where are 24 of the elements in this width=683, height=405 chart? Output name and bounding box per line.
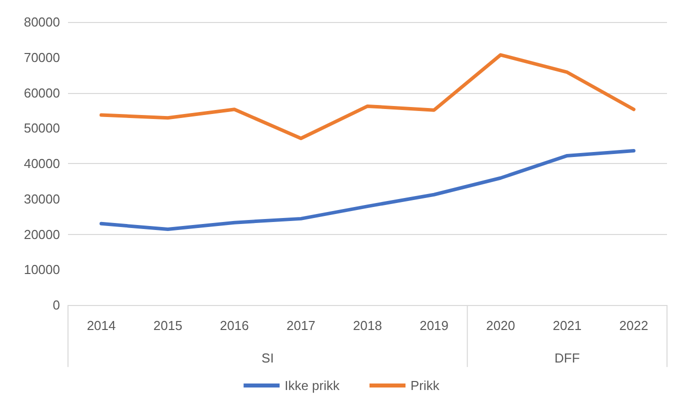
- x-tick-label: 2020: [486, 318, 516, 333]
- x-tick-label: 2015: [153, 318, 182, 333]
- x-tick-label: 2021: [552, 318, 582, 333]
- legend-label: Ikke prikk: [284, 378, 340, 393]
- y-tick-label: 0: [52, 298, 60, 312]
- y-tick-label: 20000: [24, 226, 60, 242]
- x-tick-label: 2017: [286, 318, 316, 333]
- x-tick-label: 2019: [420, 318, 449, 333]
- legend-label: Prikk: [410, 378, 440, 393]
- x-tick-label: 2022: [619, 318, 648, 333]
- y-tick-label: 60000: [24, 85, 60, 100]
- y-tick-label: 70000: [24, 50, 60, 65]
- y-tick-label: 40000: [24, 156, 60, 171]
- x-tick-label: 2014: [86, 318, 116, 333]
- y-tick-label: 50000: [24, 120, 60, 136]
- x-tick-label: 2016: [220, 318, 249, 333]
- text: SI: [262, 350, 274, 366]
- y-tick-label: 30000: [24, 191, 60, 206]
- x-tick-label: 2018: [353, 318, 382, 333]
- line-series: [100, 149, 636, 232]
- line-series: [100, 53, 636, 140]
- y-tick-label: 10000: [24, 262, 60, 278]
- y-tick-label: 80000: [24, 14, 60, 30]
- text: DFF: [554, 350, 580, 366]
